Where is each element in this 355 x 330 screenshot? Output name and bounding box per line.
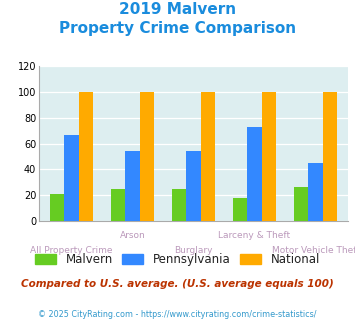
Bar	[308, 163, 323, 221]
Text: Property Crime Comparison: Property Crime Comparison	[59, 21, 296, 36]
Bar	[323, 92, 337, 221]
Bar	[201, 92, 215, 221]
Bar	[64, 135, 78, 221]
Bar	[125, 151, 140, 221]
Text: © 2025 CityRating.com - https://www.cityrating.com/crime-statistics/: © 2025 CityRating.com - https://www.city…	[38, 310, 317, 319]
Text: Burglary: Burglary	[174, 246, 213, 255]
Bar	[140, 92, 154, 221]
Text: Arson: Arson	[120, 231, 145, 240]
Text: All Property Crime: All Property Crime	[30, 246, 113, 255]
Bar	[186, 151, 201, 221]
Bar	[262, 92, 276, 221]
Text: Motor Vehicle Theft: Motor Vehicle Theft	[272, 246, 355, 255]
Bar	[233, 198, 247, 221]
Bar	[172, 189, 186, 221]
Legend: Malvern, Pennsylvania, National: Malvern, Pennsylvania, National	[30, 248, 325, 271]
Bar	[50, 194, 64, 221]
Bar	[247, 127, 262, 221]
Bar	[78, 92, 93, 221]
Bar	[111, 189, 125, 221]
Text: Larceny & Theft: Larceny & Theft	[218, 231, 291, 240]
Text: Compared to U.S. average. (U.S. average equals 100): Compared to U.S. average. (U.S. average …	[21, 279, 334, 289]
Text: 2019 Malvern: 2019 Malvern	[119, 2, 236, 16]
Bar	[294, 187, 308, 221]
